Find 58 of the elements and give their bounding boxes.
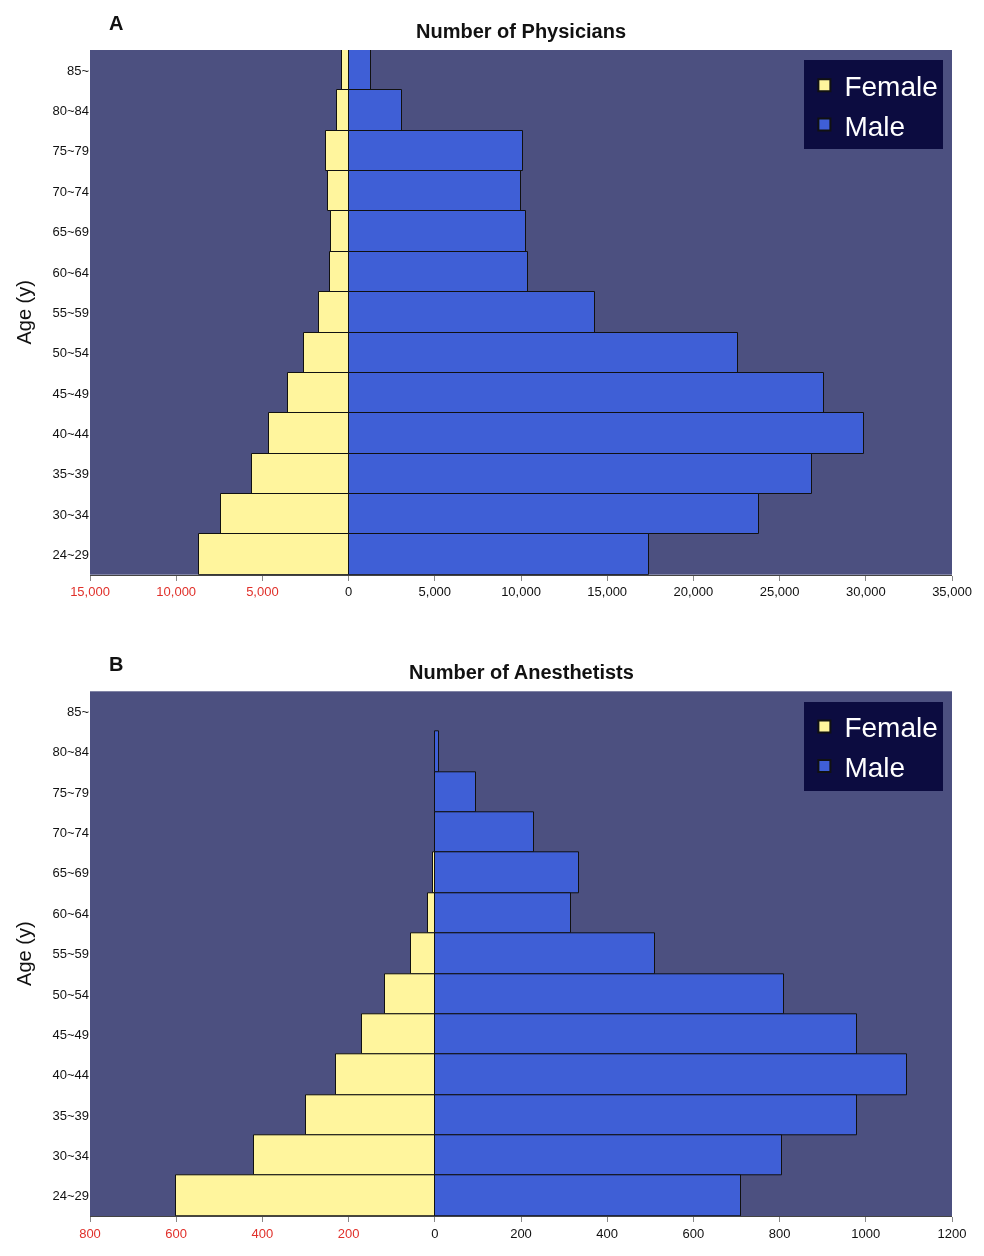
x-tick-label: 400 [251, 1225, 274, 1241]
x-tick-label: 800 [79, 1225, 101, 1241]
x-tick-label: 10,000 [501, 584, 541, 600]
chart-title: Number of Physicians [416, 20, 627, 42]
x-tick-label: 1200 [937, 1225, 967, 1241]
y-tick-label: 60~64 [52, 905, 89, 921]
y-tick-label: 75~79 [52, 143, 89, 159]
x-tick-label: 600 [165, 1225, 188, 1241]
y-tick-label: 40~44 [52, 1067, 89, 1083]
y-tick-label: 60~64 [52, 264, 89, 280]
x-tick-label: 600 [682, 1225, 705, 1241]
y-tick-label: 50~54 [52, 986, 89, 1002]
y-tick-label: 65~69 [52, 224, 89, 240]
legend-label: Female [844, 71, 938, 103]
y-tick-label: 65~69 [52, 865, 89, 881]
y-axis-title: Age (y) [12, 280, 35, 345]
x-tick-label: 10,000 [156, 584, 197, 600]
y-tick-label: 24~29 [52, 547, 89, 563]
y-tick-label: 30~34 [52, 506, 89, 522]
legend-label: Female [844, 712, 938, 744]
x-tick-label: 35,000 [932, 584, 972, 600]
y-tick-label: 35~39 [52, 466, 89, 482]
legend-label: Male [844, 110, 906, 142]
chart-title: Number of Anesthetists [409, 661, 634, 683]
y-tick-label: 30~34 [52, 1148, 89, 1164]
y-tick-label: 55~59 [52, 304, 89, 320]
x-tick-label: 20,000 [673, 584, 714, 600]
x-tick-label: 5,000 [246, 584, 279, 600]
x-tick-label: 30,000 [845, 584, 886, 600]
x-tick-label: 1000 [851, 1225, 881, 1241]
text: B [109, 653, 124, 675]
y-tick-label: 45~49 [52, 1026, 89, 1042]
y-tick-label: 85~ [66, 62, 90, 78]
x-tick-label: 400 [596, 1225, 619, 1241]
x-tick-label: 0 [431, 1225, 439, 1241]
y-axis-title: Age (y) [12, 921, 35, 986]
x-tick-label: 15,000 [587, 584, 628, 600]
x-tick-label: 25,000 [759, 584, 800, 600]
y-tick-label: 55~59 [52, 946, 89, 962]
y-tick-label: 70~74 [52, 183, 89, 199]
x-tick-label: 200 [337, 1225, 360, 1241]
y-tick-label: 85~ [66, 704, 90, 720]
y-tick-label: 80~84 [52, 744, 89, 760]
y-tick-label: 45~49 [52, 385, 89, 401]
y-tick-label: 50~54 [52, 345, 89, 361]
y-tick-label: 80~84 [52, 103, 89, 119]
text: A [109, 12, 124, 34]
x-tick-label: 200 [510, 1225, 532, 1241]
x-tick-label: 0 [344, 584, 353, 600]
x-tick-label: 15,000 [70, 584, 110, 600]
x-tick-label: 800 [768, 1225, 791, 1241]
legend-label: Male [844, 751, 906, 783]
x-tick-label: 5,000 [418, 584, 452, 600]
y-tick-label: 70~74 [52, 825, 89, 841]
y-tick-label: 35~39 [52, 1107, 89, 1123]
y-tick-label: 24~29 [52, 1188, 89, 1204]
y-tick-label: 75~79 [52, 784, 89, 800]
y-tick-label: 40~44 [52, 425, 89, 441]
